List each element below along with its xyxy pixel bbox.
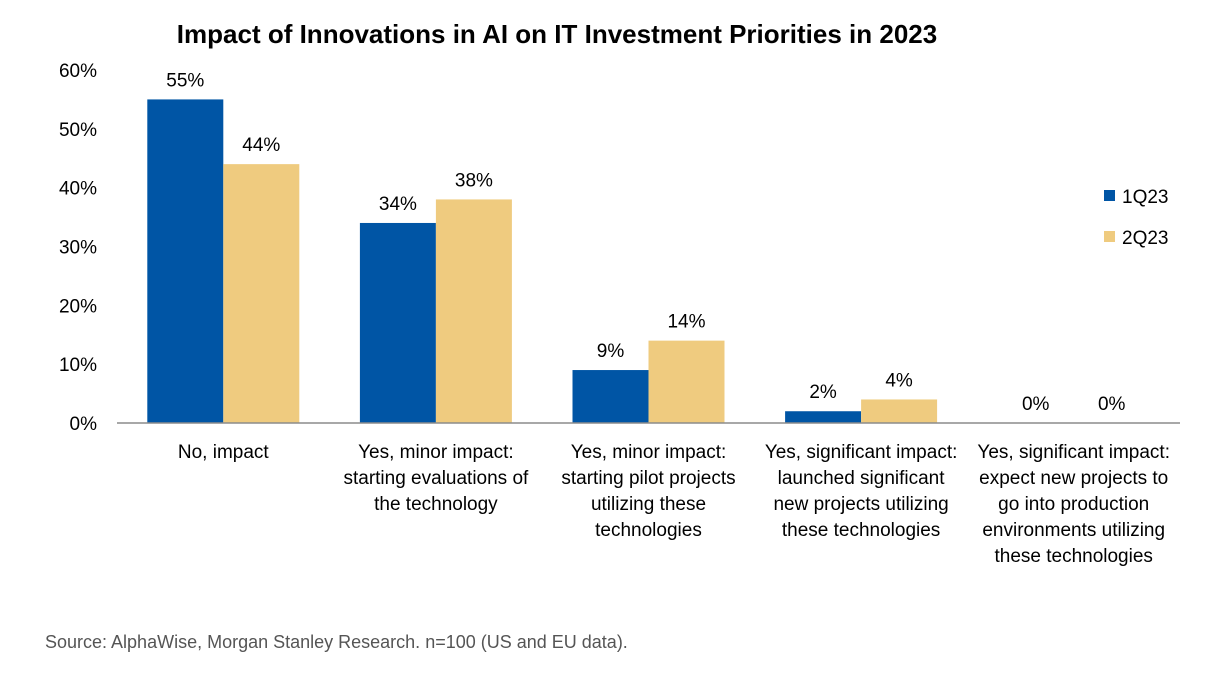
category-label: the technology <box>374 494 498 515</box>
category-label: starting evaluations of <box>343 468 529 489</box>
category-label: Yes, significant impact: <box>977 442 1170 463</box>
y-tick-label: 40% <box>59 179 97 200</box>
legend-swatch-1q23 <box>1104 190 1115 201</box>
data-label: 55% <box>166 70 204 91</box>
data-label: 9% <box>597 341 625 362</box>
category-label: utilizing these <box>591 494 706 515</box>
category-label: Yes, significant impact: <box>765 442 958 463</box>
category-label: expect new projects to <box>979 468 1168 489</box>
bar-1q23 <box>785 411 862 423</box>
category-label: Yes, minor impact: <box>358 442 514 463</box>
data-label: 2% <box>809 382 837 403</box>
y-tick-label: 0% <box>70 414 98 435</box>
bar-2q23 <box>223 164 300 423</box>
bar-1q23 <box>147 99 224 424</box>
y-tick-label: 50% <box>59 120 97 141</box>
bar-2q23 <box>435 199 512 423</box>
data-label: 0% <box>1022 394 1050 415</box>
y-tick-label: 60% <box>59 61 97 82</box>
category-label: launched significant <box>778 468 946 489</box>
data-label: 4% <box>885 370 913 391</box>
legend-swatch-2q23 <box>1104 231 1115 242</box>
data-label: 14% <box>667 312 705 333</box>
bar-2q23 <box>861 399 938 423</box>
legend-label-2q23: 2Q23 <box>1122 228 1168 249</box>
y-tick-label: 30% <box>59 238 97 259</box>
category-label: go into production <box>998 494 1149 515</box>
category-label: technologies <box>595 520 702 541</box>
bar-1q23 <box>572 370 649 423</box>
y-tick-label: 10% <box>59 355 97 376</box>
legend-label-1q23: 1Q23 <box>1122 187 1168 208</box>
category-label: starting pilot projects <box>561 468 735 489</box>
data-label: 0% <box>1098 394 1126 415</box>
category-label: No, impact <box>178 442 270 463</box>
category-label: these technologies <box>782 520 940 541</box>
chart-title: Impact of Innovations in AI on IT Invest… <box>177 19 937 49</box>
category-label: these technologies <box>994 546 1152 567</box>
source-note: Source: AlphaWise, Morgan Stanley Resear… <box>45 632 628 652</box>
category-label: Yes, minor impact: <box>571 442 727 463</box>
category-label: environments utilizing <box>982 520 1165 541</box>
category-label: new projects utilizing <box>773 494 948 515</box>
bar-2q23 <box>648 340 725 423</box>
data-label: 34% <box>379 194 417 215</box>
y-tick-label: 20% <box>59 296 97 317</box>
bar-1q23 <box>359 222 436 423</box>
data-label: 38% <box>455 170 493 191</box>
data-label: 44% <box>242 135 280 156</box>
